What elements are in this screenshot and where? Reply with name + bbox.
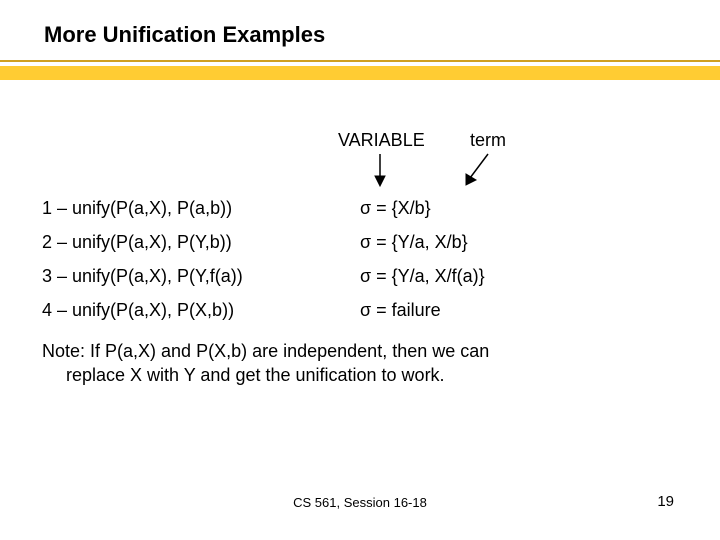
row-rhs: σ = {Y/a, X/b} (360, 232, 682, 253)
header-term: term (470, 130, 506, 151)
table-row: 4 – unify(P(a,X), P(X,b)) σ = failure (42, 300, 682, 321)
example-rows: 1 – unify(P(a,X), P(a,b)) σ = {X/b} 2 – … (42, 198, 682, 321)
table-row: 1 – unify(P(a,X), P(a,b)) σ = {X/b} (42, 198, 682, 219)
row-lhs: 3 – unify(P(a,X), P(Y,f(a)) (42, 266, 360, 287)
note-text: Note: If P(a,X) and P(X,b) are independe… (42, 339, 682, 388)
row-lhs: 1 – unify(P(a,X), P(a,b)) (42, 198, 360, 219)
slide-title: More Unification Examples (44, 22, 325, 48)
note-line1: Note: If P(a,X) and P(X,b) are independe… (42, 341, 489, 361)
row-rhs: σ = {Y/a, X/f(a)} (360, 266, 682, 287)
content-area: VARIABLE term 1 – unify(P(a,X), P(a,b)) … (42, 130, 682, 388)
column-headers: VARIABLE term (42, 130, 682, 190)
table-row: 2 – unify(P(a,X), P(Y,b)) σ = {Y/a, X/b} (42, 232, 682, 253)
table-row: 3 – unify(P(a,X), P(Y,f(a)) σ = {Y/a, X/… (42, 266, 682, 287)
note-line2: replace X with Y and get the unification… (42, 363, 682, 387)
arrow-term-icon (458, 152, 498, 188)
arrow-variable-icon (368, 152, 392, 188)
footer-text: CS 561, Session 16-18 (0, 495, 720, 510)
row-rhs: σ = failure (360, 300, 682, 321)
page-number: 19 (657, 493, 674, 510)
row-lhs: 2 – unify(P(a,X), P(Y,b)) (42, 232, 360, 253)
row-lhs: 4 – unify(P(a,X), P(X,b)) (42, 300, 360, 321)
row-rhs: σ = {X/b} (360, 198, 682, 219)
header-variable: VARIABLE (338, 130, 425, 151)
title-underline (0, 58, 720, 88)
